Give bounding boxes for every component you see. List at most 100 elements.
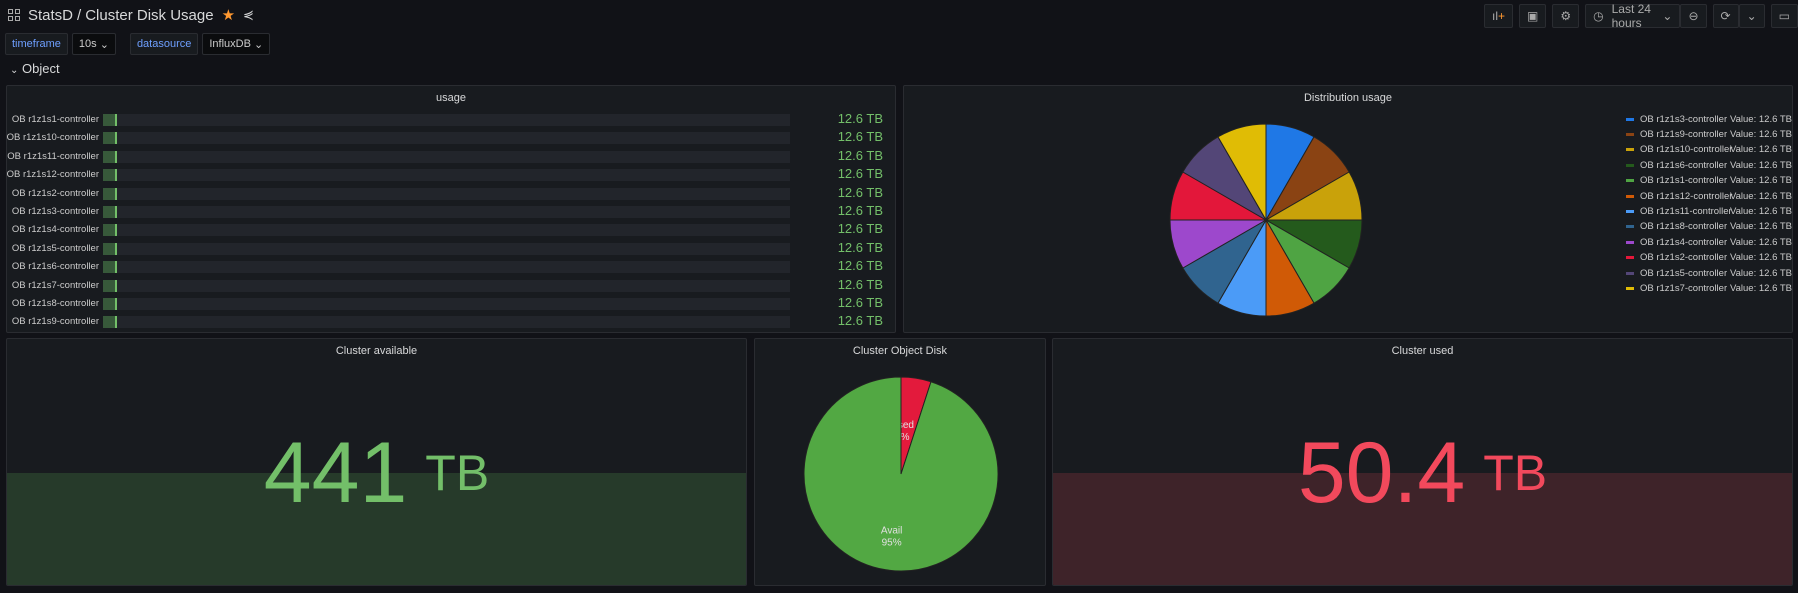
legend-item[interactable]: OB r1z1s4-controller Value: 12.6 TB: [1626, 235, 1792, 249]
legend-swatch: [1626, 117, 1634, 121]
refresh-button[interactable]: ⟳: [1712, 4, 1739, 28]
panel-title[interactable]: Distribution usage: [1303, 92, 1393, 104]
row-object[interactable]: ⌄ Object: [10, 61, 60, 76]
legend-item[interactable]: OB r1z1s1-controller Value: 12.6 TB: [1626, 174, 1792, 188]
slice-name: Used: [891, 420, 914, 431]
zoom-out-button[interactable]: ⊖: [1680, 4, 1707, 28]
legend-item[interactable]: OB r1z1s8-controller Value: 12.6 TB: [1626, 220, 1792, 234]
variable-label-timeframe: timeframe: [5, 33, 68, 55]
legend-label: OB r1z1s2-controller: [1640, 252, 1728, 264]
bar-label: OB r1z1s10-controller: [6, 132, 99, 144]
bar-track: [103, 279, 790, 292]
legend-swatch: [1626, 286, 1634, 290]
chevron-down-icon: ⌄: [254, 38, 264, 51]
legend-value: Value: 12.6 TB: [1730, 252, 1792, 264]
folder-link[interactable]: StatsD: [28, 6, 74, 24]
bar-gauge-row: OB r1z1s3-controller 12.6 TB: [7, 203, 895, 221]
share-icon[interactable]: ⋞: [243, 7, 254, 22]
bar-value: 12.6 TB: [837, 203, 883, 218]
settings-button[interactable]: ⚙: [1552, 4, 1580, 28]
pie-slice-avail[interactable]: [803, 376, 999, 572]
bar-value: 12.6 TB: [837, 166, 883, 182]
panel-title[interactable]: Cluster used: [1391, 345, 1454, 357]
panel-title[interactable]: Cluster available: [335, 345, 418, 357]
legend-label: OB r1z1s11-controller: [1640, 205, 1732, 217]
bar-fill: [103, 206, 117, 218]
bar-fill: [103, 169, 117, 182]
legend-item[interactable]: OB r1z1s12-controller Value: 12.6 TB: [1626, 189, 1792, 203]
legend-swatch: [1626, 240, 1634, 244]
chevron-down-icon: ⌄: [10, 65, 19, 76]
bar-gauge-row: OB r1z1s9-controller 12.6 TB: [7, 313, 895, 331]
toolbar: ıl+ ▣ ⚙ ◷ Last 24 hours ⌄ ⊖ ⟳ ⌄ ▭: [1484, 2, 1798, 30]
stat-value: 441 TB: [7, 361, 746, 585]
bar-label: OB r1z1s7-controller: [11, 279, 99, 291]
bar-gauge-row: OB r1z1s11-controller 12.6 TB: [7, 148, 895, 166]
zoom-out-icon: ⊖: [1688, 9, 1699, 23]
bar-fill: [103, 242, 117, 255]
bar-gauge-row: OB r1z1s5-controller 12.6 TB: [7, 240, 895, 258]
bar-gauge-row: OB r1z1s8-controller 12.6 TB: [7, 295, 895, 313]
chevron-down-icon: ⌄: [99, 38, 109, 51]
legend-label: OB r1z1s6-controller: [1640, 159, 1728, 171]
bar-track: [103, 114, 790, 126]
legend-item[interactable]: OB r1z1s10-controller Value: 12.6 TB: [1626, 143, 1792, 157]
refresh-icon: ⟳: [1720, 9, 1731, 23]
bar-value: 12.6 TB: [837, 276, 883, 292]
legend-swatch: [1626, 194, 1634, 198]
bar-track: [103, 150, 790, 163]
legend-item[interactable]: OB r1z1s6-controller Value: 12.6 TB: [1626, 158, 1792, 172]
legend-swatch: [1626, 163, 1634, 167]
datasource-select[interactable]: InfluxDB ⌄: [202, 33, 271, 55]
chevron-down-icon: ⌄: [1662, 9, 1673, 23]
legend-item[interactable]: OB r1z1s3-controller Value: 12.6 TB: [1626, 112, 1792, 126]
panel-cluster-used: Cluster used 50.4 TB: [1052, 338, 1793, 586]
dashboard-title: StatsD / Cluster Disk Usage ★ ⋞: [8, 4, 254, 26]
bar-value: 12.6 TB: [837, 239, 883, 255]
stat-unit: TB: [425, 445, 490, 501]
legend-item[interactable]: OB r1z1s7-controller Value: 12.6 TB: [1626, 281, 1792, 295]
legend-label: OB r1z1s1-controller: [1640, 175, 1728, 187]
legend-value: Value: 12.6 TB: [1730, 159, 1792, 171]
bar-fill: [103, 150, 117, 163]
dashboard-name[interactable]: Cluster Disk Usage: [85, 6, 214, 24]
star-icon[interactable]: ★: [221, 7, 236, 24]
bar-value: 12.6 TB: [837, 258, 883, 274]
slice-percent: 95%: [882, 537, 902, 548]
bar-label: OB r1z1s1-controller: [11, 114, 99, 125]
legend-value: Value: 12.6 TB: [1730, 205, 1792, 217]
bar-track: [103, 187, 790, 200]
panel-title[interactable]: Cluster Object Disk: [852, 345, 948, 357]
timeframe-value: 10s: [78, 38, 97, 50]
legend-swatch: [1626, 179, 1634, 183]
legend-item[interactable]: OB r1z1s5-controller Value: 12.6 TB: [1626, 266, 1792, 280]
bar-label: OB r1z1s9-controller: [11, 316, 99, 328]
monitor-icon: ▭: [1778, 9, 1790, 23]
bar-track: [103, 206, 790, 218]
legend-value: Value: 12.6 TB: [1730, 113, 1792, 125]
kiosk-button[interactable]: ▭: [1770, 4, 1798, 28]
legend-value: Value: 12.6 TB: [1730, 236, 1792, 248]
refresh-interval-dropdown[interactable]: ⌄: [1738, 4, 1765, 28]
panel-title[interactable]: usage: [436, 92, 466, 104]
legend-item[interactable]: OB r1z1s2-controller Value: 12.6 TB: [1626, 251, 1792, 265]
time-picker[interactable]: ◷ Last 24 hours ⌄: [1585, 2, 1681, 30]
bar-value: 12.6 TB: [837, 295, 883, 310]
legend-swatch: [1626, 256, 1634, 260]
stat-unit: TB: [1483, 445, 1548, 501]
legend-label: OB r1z1s4-controller: [1640, 236, 1728, 248]
dashboards-icon[interactable]: [8, 9, 20, 21]
distribution-pie-chart: [1169, 123, 1363, 317]
timeframe-select[interactable]: 10s ⌄: [71, 33, 116, 55]
bar-value: 12.6 TB: [837, 221, 883, 237]
bar-track: [103, 242, 790, 255]
add-panel-button[interactable]: ıl+: [1484, 4, 1514, 28]
bar-gauge-row: OB r1z1s6-controller 12.6 TB: [7, 258, 895, 276]
legend-value: Value: 12.6 TB: [1730, 144, 1792, 156]
save-button[interactable]: ▣: [1519, 4, 1547, 28]
pie-slice-ob-r1z1s7-controller[interactable]: [1217, 123, 1267, 222]
legend-item[interactable]: OB r1z1s11-controller Value: 12.6 TB: [1626, 204, 1792, 218]
bar-label: OB r1z1s5-controller: [11, 242, 99, 254]
legend-item[interactable]: OB r1z1s9-controller Value: 12.6 TB: [1626, 127, 1792, 141]
